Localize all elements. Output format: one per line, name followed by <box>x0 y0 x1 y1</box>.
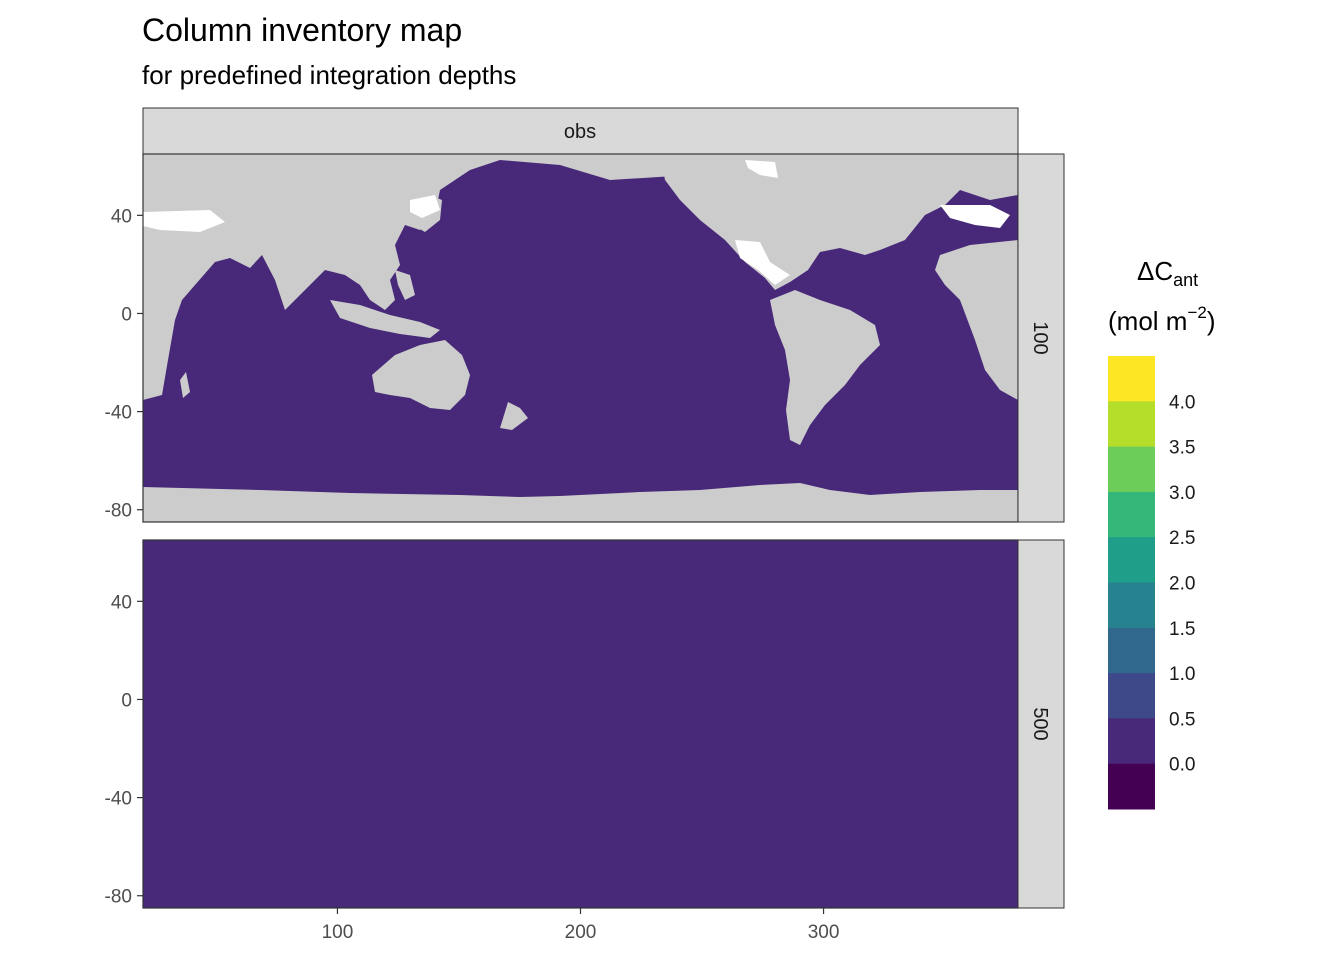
legend-swatch <box>1108 627 1155 674</box>
legend: ΔCant (mol m−2) 4.0 3.5 3.0 2.5 2.0 1.5 1.0 0.5… <box>1108 256 1216 810</box>
legend-label: 0.5 <box>1169 709 1195 730</box>
legend-swatch <box>1108 718 1155 765</box>
legend-title-unit-pre: (mol m <box>1108 306 1187 336</box>
y-tick-label: -80 <box>105 501 132 522</box>
legend-title-main: ΔC <box>1137 256 1173 286</box>
map-panel-100 <box>142 153 1019 523</box>
legend-title-unit-sup: −2 <box>1187 303 1206 322</box>
legend-title-unit-post: ) <box>1207 306 1216 336</box>
legend-label: 0.0 <box>1169 755 1195 776</box>
legend-labels: 4.0 3.5 3.0 2.5 2.0 1.5 1.0 0.5 0.0 <box>1169 392 1195 775</box>
y-tick-label: -80 <box>105 887 132 908</box>
facet-strip-row-500-label: 500 <box>1029 707 1051 740</box>
chart-title: Column inventory map <box>142 12 462 48</box>
legend-label: 4.0 <box>1169 392 1195 413</box>
legend-label: 1.5 <box>1169 619 1195 640</box>
y-tick-label: 0 <box>121 304 132 325</box>
axes: 40 0 -40 -80 40 0 -40 -80 100 200 300 <box>105 206 840 943</box>
y-tick-label: -40 <box>105 403 132 424</box>
legend-title-sub: ant <box>1173 270 1198 290</box>
legend-swatch <box>1108 537 1155 583</box>
legend-label: 2.5 <box>1169 528 1195 549</box>
legend-title-line1: ΔCant <box>1137 256 1198 290</box>
legend-swatch <box>1108 491 1155 538</box>
y-tick-label: 40 <box>111 592 132 613</box>
facet-strip-top-label: obs <box>564 121 596 143</box>
facet-strip-row-500 <box>1017 539 1065 909</box>
legend-swatch <box>1108 582 1155 629</box>
map-panel-500 <box>142 539 1019 909</box>
legend-swatch <box>1108 763 1155 810</box>
legend-colorbar <box>1108 356 1155 810</box>
x-tick-label: 300 <box>808 922 840 943</box>
legend-swatch <box>1108 673 1155 719</box>
y-tick-label: 0 <box>121 690 132 711</box>
facet-strip-top <box>142 107 1019 155</box>
facet-strip-row-100-label: 100 <box>1029 321 1051 354</box>
legend-swatch <box>1108 446 1155 493</box>
legend-swatch <box>1108 401 1155 448</box>
legend-label: 3.0 <box>1169 483 1195 504</box>
legend-swatch <box>1108 356 1155 402</box>
x-tick-label: 100 <box>322 922 354 943</box>
legend-title-line2: (mol m−2) <box>1108 303 1216 336</box>
chart-subtitle: for predefined integration depths <box>142 60 516 90</box>
y-tick-label: 40 <box>111 206 132 227</box>
legend-label: 3.5 <box>1169 438 1195 459</box>
x-tick-label: 200 <box>565 922 597 943</box>
legend-label: 2.0 <box>1169 574 1195 595</box>
facet-strip-row-100 <box>1017 153 1065 523</box>
y-tick-label: -40 <box>105 789 132 810</box>
legend-label: 1.0 <box>1169 664 1195 685</box>
